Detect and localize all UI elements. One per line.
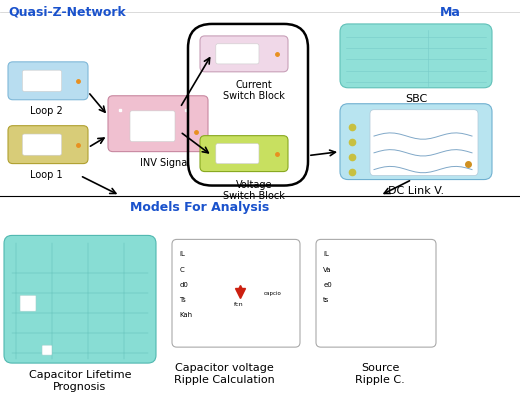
Text: SBC: SBC: [405, 94, 427, 104]
FancyBboxPatch shape: [216, 144, 259, 164]
FancyBboxPatch shape: [4, 235, 156, 363]
FancyBboxPatch shape: [8, 62, 88, 100]
FancyBboxPatch shape: [172, 239, 300, 347]
Text: Current
Switch Block: Current Switch Block: [223, 80, 285, 101]
FancyBboxPatch shape: [200, 136, 288, 172]
Text: Ts: Ts: [179, 297, 186, 303]
Text: Loop 2: Loop 2: [30, 106, 62, 116]
Text: Loop 1: Loop 1: [30, 170, 62, 180]
Text: capcio: capcio: [264, 291, 282, 296]
FancyBboxPatch shape: [42, 345, 52, 355]
FancyBboxPatch shape: [340, 24, 492, 88]
Text: Kah: Kah: [179, 312, 192, 318]
Text: Models For Analysis: Models For Analysis: [131, 201, 270, 215]
FancyBboxPatch shape: [340, 104, 492, 180]
FancyBboxPatch shape: [216, 44, 259, 64]
FancyBboxPatch shape: [108, 96, 208, 152]
Text: Quasi-Z-Network: Quasi-Z-Network: [8, 6, 126, 19]
Text: iL: iL: [323, 251, 329, 257]
Text: Ma: Ma: [440, 6, 461, 19]
FancyBboxPatch shape: [22, 70, 61, 91]
Text: INV Signal: INV Signal: [140, 158, 190, 168]
Text: Voltage
Switch Block: Voltage Switch Block: [223, 180, 285, 201]
FancyBboxPatch shape: [20, 295, 36, 311]
Text: C: C: [179, 267, 184, 273]
FancyBboxPatch shape: [370, 110, 478, 176]
FancyBboxPatch shape: [316, 239, 436, 347]
Text: d0: d0: [179, 282, 188, 288]
Text: Va: Va: [323, 267, 332, 273]
Text: ts: ts: [323, 297, 330, 303]
Text: iL: iL: [179, 251, 185, 257]
Text: e0: e0: [323, 282, 332, 288]
Text: Capacitor voltage
Ripple Calculation: Capacitor voltage Ripple Calculation: [174, 363, 275, 385]
FancyBboxPatch shape: [22, 134, 61, 155]
Text: Capacitor Lifetime
Prognosis: Capacitor Lifetime Prognosis: [29, 370, 131, 392]
Text: Source
Ripple C.: Source Ripple C.: [355, 363, 405, 385]
FancyBboxPatch shape: [8, 126, 88, 164]
FancyBboxPatch shape: [200, 36, 288, 72]
Text: fcn: fcn: [234, 302, 244, 308]
FancyBboxPatch shape: [130, 111, 175, 142]
Text: DC Link V.: DC Link V.: [388, 186, 444, 196]
